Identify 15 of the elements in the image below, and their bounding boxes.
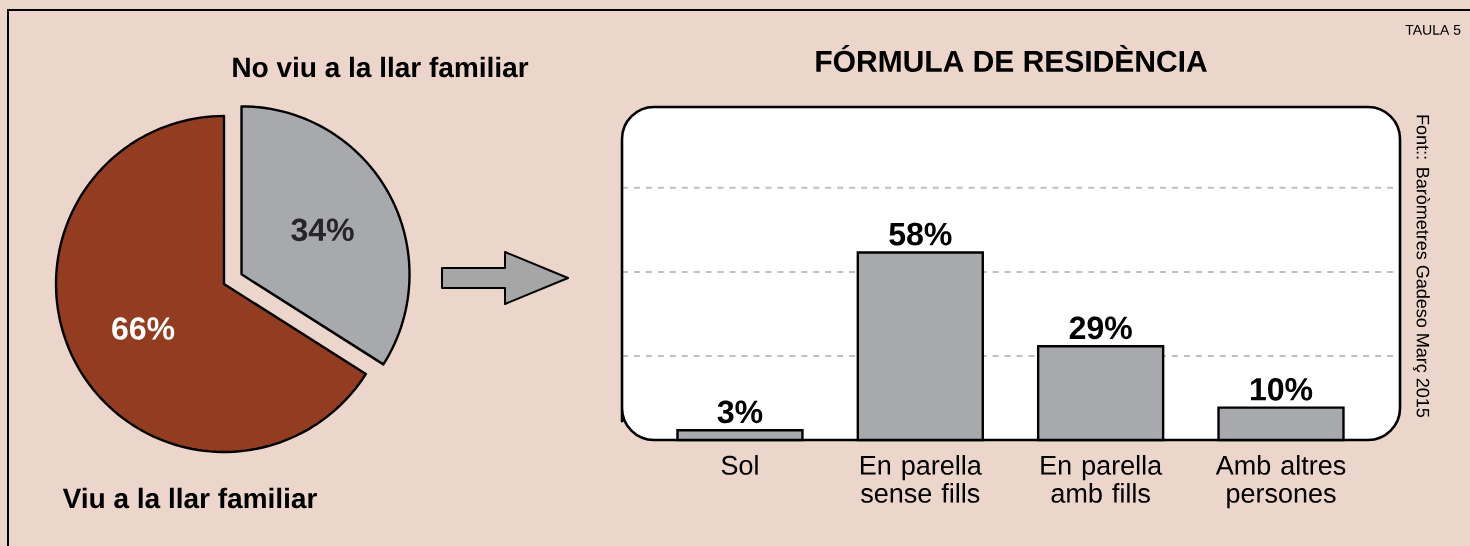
slice-label: Viu a la llar familiar	[62, 487, 317, 509]
x-tick-label: En parella sense fills	[860, 455, 982, 503]
data-label: 58%	[889, 222, 952, 246]
data-label: 29%	[1069, 316, 1132, 340]
text: TAULA 5	[1405, 25, 1461, 35]
data-label: 10%	[1251, 377, 1313, 401]
x-tick-label: Sol	[721, 455, 758, 475]
slice-label: No viu a la llar familiar	[233, 56, 529, 78]
data-label: 66%	[112, 317, 175, 340]
data-label: 3%	[717, 400, 763, 424]
text: Font:: Baròmetres Gadeso Març 2015	[1412, 115, 1430, 418]
x-tick-label: En parella amb fills	[1041, 455, 1163, 503]
data-label: 34%	[291, 218, 354, 242]
x-tick-label: Amb altres persones	[1215, 455, 1346, 509]
chart-title: FÓRMULA DE RESIDÈNCIA	[816, 45, 1207, 72]
